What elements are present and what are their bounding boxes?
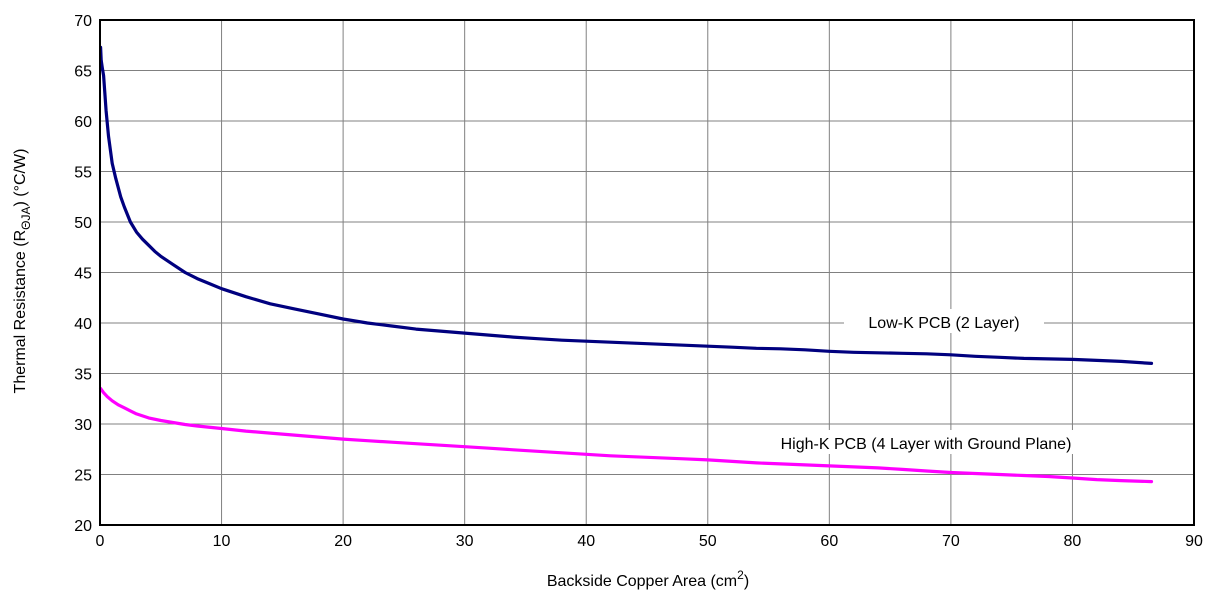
x-tick-label: 10 — [213, 533, 231, 550]
y-tick-label: 55 — [74, 165, 92, 182]
x-tick-label: 20 — [334, 533, 352, 550]
y-tick-label: 30 — [74, 417, 92, 434]
y-tick-label: 50 — [74, 215, 92, 232]
y-axis-label: Thermal Resistance (RΘJA) (°C/W) — [12, 149, 33, 394]
y-tick-label: 65 — [74, 64, 92, 81]
y-tick-label: 70 — [74, 13, 92, 30]
series-line-low-k — [98, 45, 1154, 365]
x-tick-label: 50 — [699, 533, 717, 550]
y-tick-label: 40 — [74, 316, 92, 333]
x-tick-label: 0 — [96, 533, 105, 550]
y-axis-label-unit: ) (°C/W) — [12, 149, 29, 207]
y-tick-label: 45 — [74, 266, 92, 283]
y-axis-label-sub: ΘJA — [19, 206, 33, 229]
series-labels: Low-K PCB (2 Layer) High-K PCB (4 Layer w… — [721, 309, 1131, 454]
series-label-background — [844, 309, 1044, 333]
x-tick-label: 40 — [577, 533, 595, 550]
x-axis-label-close: ) — [744, 573, 749, 590]
y-axis-label-text: Thermal Resistance (R — [12, 230, 29, 394]
x-tick-label: 90 — [1185, 533, 1203, 550]
y-tick-label: 25 — [74, 468, 92, 485]
series-lines — [98, 45, 1154, 484]
y-tick-labels: 20 25 30 35 40 45 50 55 60 65 70 — [74, 13, 92, 535]
series-label-high-k: High-K PCB (4 Layer with Ground Plane) — [781, 436, 1072, 453]
series-line-high-k — [98, 387, 1154, 484]
x-axis-label-text: Backside Copper Area (cm — [547, 573, 737, 590]
y-tick-label: 35 — [74, 367, 92, 384]
x-tick-label: 60 — [820, 533, 838, 550]
x-axis-label: Backside Copper Area (cm2) — [547, 568, 749, 590]
series-label-low-k: Low-K PCB (2 Layer) — [868, 315, 1019, 332]
y-tick-label: 20 — [74, 518, 92, 535]
series-label-background — [721, 430, 1131, 454]
x-tick-label: 80 — [1064, 533, 1082, 550]
x-tick-labels: 0 10 20 30 40 50 60 70 80 90 — [96, 533, 1203, 550]
y-tick-label: 60 — [74, 114, 92, 131]
x-tick-label: 70 — [942, 533, 960, 550]
x-tick-label: 30 — [456, 533, 474, 550]
x-axis-label-sup: 2 — [737, 568, 744, 582]
plot-frame — [99, 19, 1195, 526]
